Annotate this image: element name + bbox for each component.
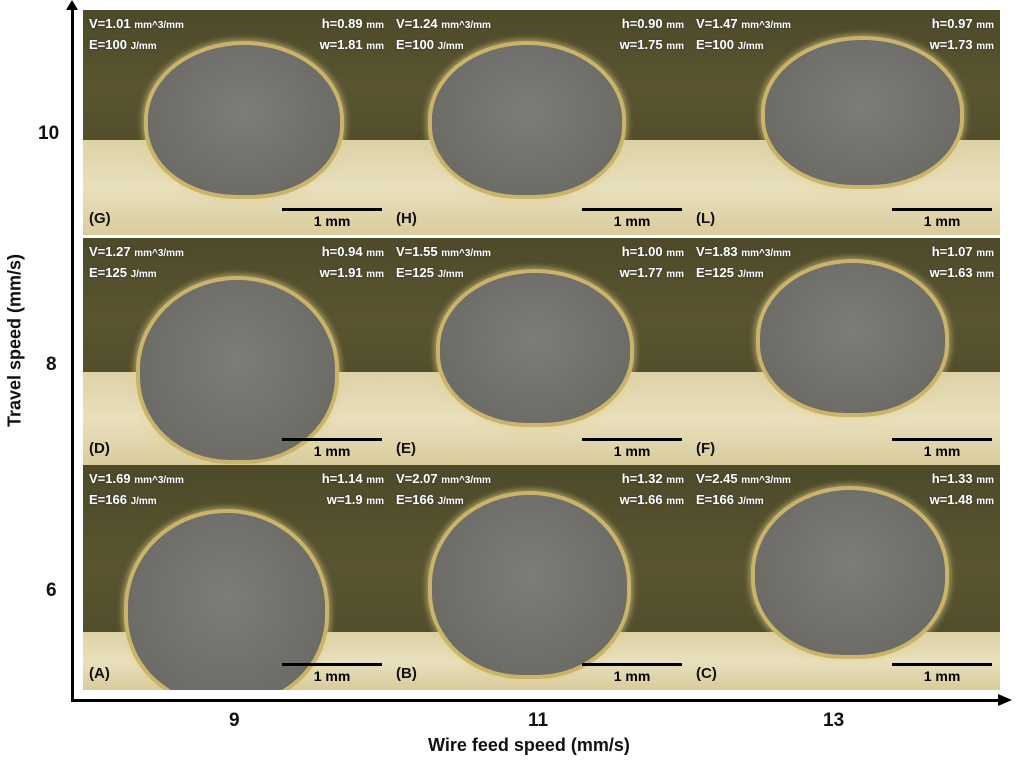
panel-label: (E) <box>396 440 416 457</box>
bead-cross-section <box>148 45 340 195</box>
scale-bar: 1 mm <box>892 438 992 461</box>
energy-text: E=100 J/mm <box>396 37 464 52</box>
volume-text: V=1.01 mm^3/mm <box>89 16 184 31</box>
scale-bar: 1 mm <box>892 208 992 231</box>
scale-bar-label: 1 mm <box>313 213 351 229</box>
volume-text: V=1.47 mm^3/mm <box>696 16 791 31</box>
height-text: h=0.89 mm <box>321 16 384 31</box>
volume-text: V=2.07 mm^3/mm <box>396 471 491 486</box>
bead-cross-section <box>140 280 335 460</box>
bead-cross-section <box>128 513 325 690</box>
width-text: w=1.73 mm <box>929 37 994 52</box>
scale-bar-label: 1 mm <box>613 443 651 459</box>
width-text: w=1.48 mm <box>929 492 994 507</box>
micrograph-panel: V=2.07 mm^3/mm E=166 J/mm h=1.32 mm w=1.… <box>390 465 690 690</box>
scale-bar: 1 mm <box>582 438 682 461</box>
scale-bar: 1 mm <box>282 208 382 231</box>
height-text: h=1.14 mm <box>321 471 384 486</box>
energy-text: E=125 J/mm <box>396 265 464 280</box>
energy-text: E=166 J/mm <box>89 492 157 507</box>
panel-label: (D) <box>89 440 110 457</box>
bead-cross-section <box>760 263 945 413</box>
energy-text: E=125 J/mm <box>89 265 157 280</box>
height-text: h=1.32 mm <box>621 471 684 486</box>
width-text: w=1.9 mm <box>326 492 384 507</box>
energy-text: E=166 J/mm <box>696 492 764 507</box>
micrograph-panel: V=1.47 mm^3/mm E=100 J/mm h=0.97 mm w=1.… <box>690 10 1000 235</box>
y-axis-line <box>71 4 74 702</box>
width-text: w=1.81 mm <box>319 37 384 52</box>
scale-bar: 1 mm <box>282 663 382 686</box>
scale-bar-label: 1 mm <box>613 668 651 684</box>
width-text: w=1.77 mm <box>619 265 684 280</box>
bead-cross-section <box>755 490 945 655</box>
scale-bar-label: 1 mm <box>613 213 651 229</box>
width-text: w=1.63 mm <box>929 265 994 280</box>
x-axis-label: Wire feed speed (mm/s) <box>428 735 630 755</box>
energy-text: E=100 J/mm <box>89 37 157 52</box>
x-axis-arrow-icon <box>998 694 1012 706</box>
bead-cross-section <box>440 273 630 423</box>
panel-label: (F) <box>696 440 716 457</box>
energy-text: E=100 J/mm <box>696 37 764 52</box>
scale-bar: 1 mm <box>892 663 992 686</box>
volume-text: V=1.83 mm^3/mm <box>696 244 791 259</box>
scale-bar-label: 1 mm <box>923 213 961 229</box>
micrograph-panel: V=1.27 mm^3/mm E=125 J/mm h=0.94 mm w=1.… <box>83 238 390 465</box>
x-tick: 11 <box>528 710 549 731</box>
scale-bar-label: 1 mm <box>313 443 351 459</box>
panel-label: (G) <box>89 210 111 227</box>
height-text: h=1.07 mm <box>931 244 994 259</box>
scale-bar: 1 mm <box>582 663 682 686</box>
scale-bar: 1 mm <box>282 438 382 461</box>
height-text: h=1.33 mm <box>931 471 994 486</box>
y-axis-label: Travel speed (mm/s) <box>4 253 25 428</box>
energy-text: E=125 J/mm <box>696 265 764 280</box>
y-tick: 10 <box>38 123 60 144</box>
volume-text: V=1.55 mm^3/mm <box>396 244 491 259</box>
volume-text: V=1.27 mm^3/mm <box>89 244 184 259</box>
micrograph-panel: V=1.24 mm^3/mm E=100 J/mm h=0.90 mm w=1.… <box>390 10 690 235</box>
x-axis-line <box>71 699 1001 702</box>
scale-bar-label: 1 mm <box>923 668 961 684</box>
height-text: h=0.90 mm <box>621 16 684 31</box>
y-tick: 8 <box>46 354 57 375</box>
y-tick: 6 <box>46 580 57 601</box>
height-text: h=1.00 mm <box>621 244 684 259</box>
micrograph-panel: V=1.83 mm^3/mm E=125 J/mm h=1.07 mm w=1.… <box>690 238 1000 465</box>
panel-label: (C) <box>696 665 717 682</box>
x-tick: 13 <box>823 710 845 731</box>
panel-label: (A) <box>89 665 110 682</box>
y-axis-arrow-icon <box>66 0 78 10</box>
volume-text: V=1.24 mm^3/mm <box>396 16 491 31</box>
panel-label: (H) <box>396 210 417 227</box>
bead-cross-section <box>432 495 627 675</box>
bead-cross-section <box>432 45 622 195</box>
panel-label: (B) <box>396 665 417 682</box>
scale-bar-label: 1 mm <box>923 443 961 459</box>
width-text: w=1.75 mm <box>619 37 684 52</box>
micrograph-panel: V=1.55 mm^3/mm E=125 J/mm h=1.00 mm w=1.… <box>390 238 690 465</box>
micrograph-panel: V=1.01 mm^3/mm E=100 J/mm h=0.89 mm w=1.… <box>83 10 390 235</box>
micrograph-panel: V=1.69 mm^3/mm E=166 J/mm h=1.14 mm w=1.… <box>83 465 390 690</box>
micrograph-panel: V=2.45 mm^3/mm E=166 J/mm h=1.33 mm w=1.… <box>690 465 1000 690</box>
height-text: h=0.97 mm <box>931 16 994 31</box>
volume-text: V=1.69 mm^3/mm <box>89 471 184 486</box>
energy-text: E=166 J/mm <box>396 492 464 507</box>
bead-cross-section <box>765 40 960 185</box>
panel-label: (L) <box>696 210 716 227</box>
height-text: h=0.94 mm <box>321 244 384 259</box>
x-tick: 9 <box>229 710 240 731</box>
volume-text: V=2.45 mm^3/mm <box>696 471 791 486</box>
width-text: w=1.91 mm <box>319 265 384 280</box>
scale-bar-label: 1 mm <box>313 668 351 684</box>
width-text: w=1.66 mm <box>619 492 684 507</box>
scale-bar: 1 mm <box>582 208 682 231</box>
